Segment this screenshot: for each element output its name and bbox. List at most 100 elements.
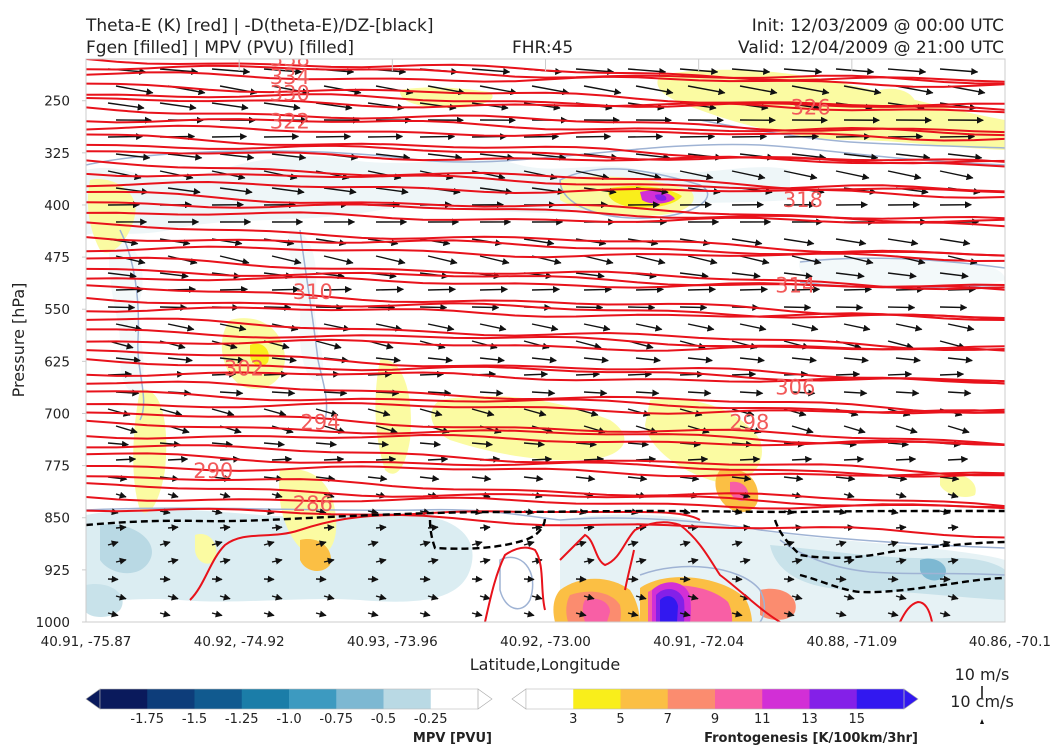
colorbar-tick-label: 15 — [848, 712, 865, 727]
wind-vector-icon — [679, 170, 714, 181]
wind-vector-icon — [427, 153, 463, 161]
theta-e-label: 286 — [293, 492, 333, 516]
wind-vector-icon — [887, 474, 908, 482]
wind-vector-icon — [687, 557, 699, 565]
wind-vector-icon — [419, 370, 445, 378]
wind-vector-icon — [211, 133, 248, 141]
wind-vector-icon — [791, 255, 822, 265]
wind-vector-icon — [315, 440, 337, 448]
wind-vector-icon — [323, 187, 357, 195]
wind-vector-icon — [939, 474, 960, 482]
y-tick-label: 775 — [44, 459, 70, 475]
wind-vector-icon — [895, 153, 931, 161]
wind-vector-icon — [835, 610, 847, 618]
wind-vector-icon — [635, 85, 674, 96]
fgen-fill — [87, 179, 136, 253]
colorbar-swatch — [856, 689, 905, 709]
wind-vector-icon — [731, 540, 743, 548]
wind-vector-icon — [159, 540, 171, 548]
wind-vector-icon — [583, 557, 595, 565]
wind-vector-icon — [791, 356, 817, 364]
wind-vector-icon — [219, 285, 249, 293]
wind-vector-icon — [731, 408, 755, 417]
wind-vector-icon — [107, 272, 137, 280]
wind-vector-icon — [783, 238, 815, 247]
wind-vector-icon — [843, 557, 855, 565]
wind-vector-icon — [739, 455, 761, 463]
wind-vector-icon — [835, 303, 864, 311]
wind-vector-icon — [419, 440, 441, 448]
wind-vector-icon — [947, 285, 977, 293]
wind-vector-icon — [687, 323, 715, 332]
wind-vector-icon — [375, 455, 397, 463]
wind-vector-icon — [523, 408, 547, 417]
wind-vector-icon — [687, 389, 712, 397]
wind-vector-icon — [887, 340, 914, 350]
colorbar-swatch — [430, 689, 479, 709]
colorbar-tick-label: -1.0 — [276, 712, 301, 727]
colorbar-swatch — [667, 689, 716, 709]
x-axis-label: Latitude,Longitude — [470, 655, 621, 674]
wind-vector-icon — [419, 303, 448, 311]
wind-vector-icon — [219, 255, 250, 265]
theta-e-label: 306 — [775, 376, 815, 400]
wind-vector-icon — [583, 389, 608, 397]
wind-vector-icon — [887, 170, 922, 181]
wind-vector-icon — [271, 187, 305, 195]
theta-e-line — [86, 172, 1005, 193]
wind-vector-icon — [375, 425, 398, 434]
wind-vector-icon — [887, 272, 917, 280]
wind-vector-icon — [531, 389, 556, 397]
wind-vector-icon — [367, 474, 388, 482]
wind-vector-icon — [575, 610, 587, 618]
wind-vector-icon — [791, 389, 816, 397]
theta-e-label: 314 — [775, 274, 815, 298]
theta-e-line — [484, 546, 546, 622]
colorbar-swatch — [194, 689, 243, 709]
filled-fields — [86, 69, 1005, 622]
wind-vector-icon — [115, 85, 154, 96]
wind-vector-icon — [263, 68, 303, 75]
x-tick-label: 40.91, -72.04 — [653, 634, 744, 650]
wind-vector-icon — [367, 540, 379, 548]
wind-vector-icon — [783, 68, 823, 75]
wind-vector-icon — [471, 610, 483, 618]
wind-vector-icon — [947, 455, 969, 463]
wind-vector-icon — [159, 272, 189, 280]
theta-e-line — [86, 306, 1005, 321]
wind-vector-icon — [843, 255, 874, 265]
d-theta-e-dz-contours — [86, 509, 1005, 594]
wind-vector-icon — [271, 593, 283, 601]
theta-e-line — [86, 475, 1005, 508]
wind-vector-icon — [627, 303, 656, 311]
wind-vector-icon — [583, 356, 609, 364]
wind-vector-icon — [947, 425, 970, 434]
wind-vector-icon — [939, 238, 971, 247]
colorbar-extend-left — [511, 688, 527, 710]
wind-vector-icon — [887, 238, 919, 247]
wind-vector-icon — [479, 557, 491, 565]
wind-vector-icon — [791, 285, 821, 293]
wind-vector-icon — [271, 389, 296, 397]
wind-vector-icon — [323, 285, 353, 293]
wind-vector-icon — [211, 610, 223, 618]
theta-e-line — [86, 97, 1005, 114]
mpv-outline — [499, 556, 534, 610]
colorbar-tick-label: -1.5 — [182, 712, 207, 727]
wind-vector-icon — [739, 285, 769, 293]
y-tick-label: 1000 — [36, 615, 70, 631]
wind-vector-icon — [887, 303, 916, 311]
wind-vector-icon — [427, 323, 455, 332]
theta-e-label: 302 — [224, 356, 264, 380]
wind-vector-icon — [939, 303, 968, 311]
wind-vector-icon — [107, 610, 119, 618]
wind-vector-icon — [427, 285, 457, 293]
wind-vector-icon — [583, 593, 595, 601]
wind-vector-icon — [323, 491, 335, 499]
wind-vector-icon — [367, 440, 389, 448]
theta-e-label: 322 — [270, 110, 310, 134]
wind-vector-icon — [939, 133, 976, 141]
wind-vector-icon — [731, 238, 763, 247]
wind-vector-icon — [375, 356, 401, 364]
wind-vector-icon — [575, 340, 602, 350]
